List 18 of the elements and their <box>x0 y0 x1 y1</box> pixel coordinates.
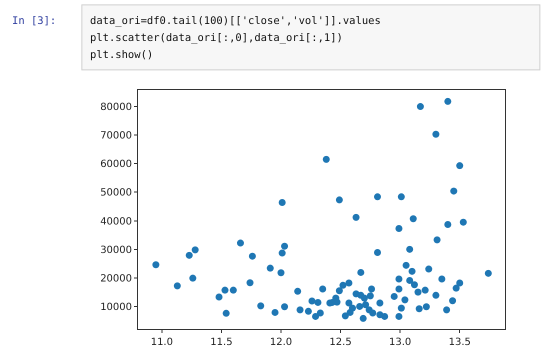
x-tick-label: 12.0 <box>270 337 292 348</box>
y-tick-label: 40000 <box>100 216 132 228</box>
x-tick-label: 13.0 <box>389 337 412 348</box>
x-tick-label: 12.5 <box>329 337 352 348</box>
x-tick-label: 13.5 <box>448 337 471 348</box>
y-tick-label: 80000 <box>100 102 132 114</box>
y-tick-label: 50000 <box>100 188 132 199</box>
text: plt.show() <box>90 49 154 61</box>
y-tick-label: 30000 <box>100 244 132 256</box>
text: data_ori=df0.tail(100)[['close','vol']].values <box>90 15 381 27</box>
x-tick-label: 11.0 <box>150 337 173 348</box>
y-tick-label: 60000 <box>100 159 132 170</box>
x-tick-label: 11.5 <box>210 337 233 348</box>
y-tick-label: 70000 <box>100 130 132 142</box>
text: In [3]: <box>12 15 56 27</box>
y-tick-label: 20000 <box>100 273 132 284</box>
y-tick-label: 10000 <box>100 302 132 313</box>
text: plt.scatter(data_ori[:,0],data_ori[:,1]) <box>90 32 343 44</box>
